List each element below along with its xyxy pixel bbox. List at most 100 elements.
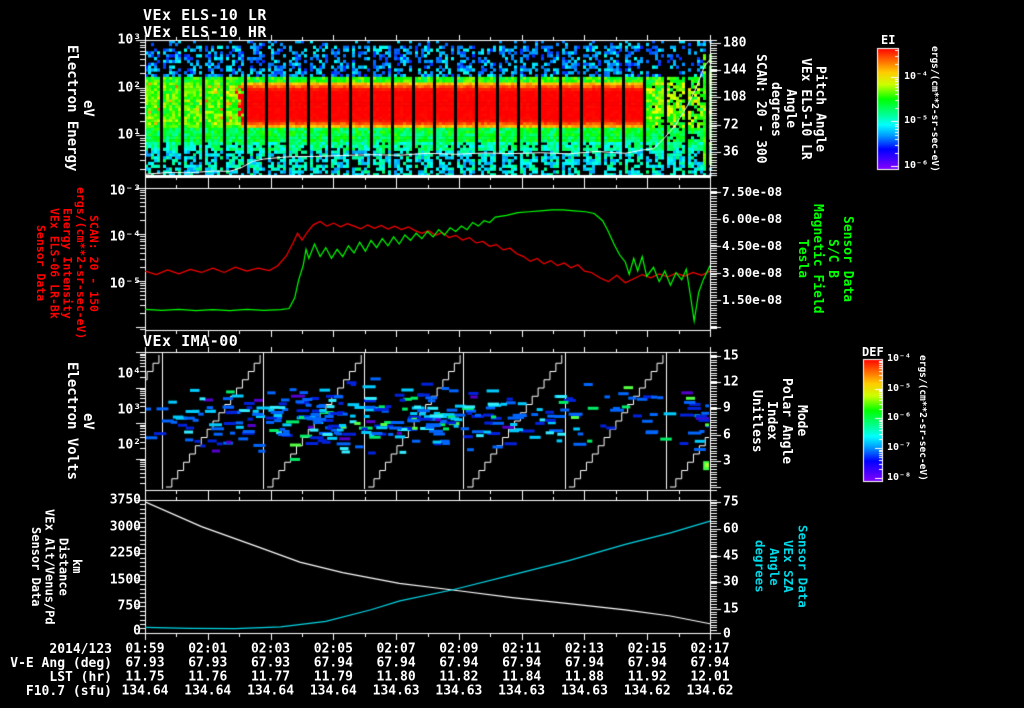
axis-label-line: VEx ELS-10 LR: [797, 58, 813, 160]
axis-tick-label: 7.50e-08: [722, 183, 783, 199]
axis-tick-label: 10⁻⁴: [109, 229, 141, 245]
axis-tick-label: 1500: [109, 572, 141, 588]
axis-tick-label: 10⁻⁵: [904, 115, 929, 126]
axis-tick-label: 12: [723, 374, 739, 390]
axis-label-line: Mode: [793, 405, 809, 437]
axis-tick-label: 180: [723, 35, 747, 51]
axis-label-line: eV: [80, 99, 97, 117]
axis-tick-label: 10²: [117, 80, 141, 96]
axis-tick-label: 4.50e-08: [722, 237, 783, 253]
axis-label-line: Sensor Data: [34, 224, 49, 302]
axis-label-line: Magnetic Field: [809, 204, 825, 314]
axis-label-line: Sensor Data: [795, 525, 811, 608]
axis-tick-label: 10²: [117, 437, 141, 453]
time-tick-label: 02:15: [627, 641, 667, 657]
time-tick-label: 02:07: [376, 641, 416, 657]
axis-tick-label: 10⁻⁷: [887, 442, 912, 453]
axis-tick-label: 36: [723, 144, 739, 160]
axis-tick-label: 6: [723, 427, 731, 443]
axis-label-line: Energy Intensity: [60, 207, 75, 319]
table-cell: 134.63: [435, 683, 483, 699]
panel-title-els-hr: VEx ELS-10 HR: [143, 23, 267, 41]
table-cell: 67.94: [627, 655, 667, 671]
time-tick-label: 02:09: [439, 641, 479, 657]
table-cell: 134.62: [623, 683, 671, 699]
axis-tick-label: 10⁻⁶: [904, 160, 929, 171]
table-cell: 67.94: [690, 655, 730, 671]
axis-tick-label: 3: [723, 453, 731, 469]
table-cell: 11.77: [250, 669, 291, 685]
table-cell: 11.75: [125, 669, 165, 685]
axis-tick-label: 6.00e-08: [722, 210, 783, 226]
axis-label-line: Sensor Data: [839, 215, 855, 303]
table-cell: 11.92: [627, 669, 667, 685]
axis-label-line: Electron Energy: [64, 44, 81, 172]
axis-label-line: Tesla: [794, 239, 810, 279]
axis-label-line: Angle: [782, 89, 798, 129]
axis-tick-label: 3750: [109, 492, 141, 508]
axis-label-line: Pitch Angle: [812, 65, 828, 153]
table-cell: 134.63: [560, 683, 608, 699]
table-cell: 11.84: [502, 669, 542, 685]
axis-label-line: SCAN: 20 - 300: [752, 54, 768, 164]
axis-label-line: Distance: [56, 537, 71, 596]
axis-tick-label: 15: [723, 348, 739, 364]
axis-label-line: ergs/(cm**2-sr-sec-eV): [73, 186, 88, 340]
colorbar-title-def: DEF: [862, 345, 884, 359]
axis-tick-label: 0: [723, 626, 731, 642]
table-cell: 67.94: [502, 655, 542, 671]
axis-label-line: Sensor Data: [28, 526, 43, 607]
axis-label-line: degrees: [752, 540, 768, 593]
time-tick-label: 02:01: [188, 641, 228, 657]
table-cell: 67.94: [564, 655, 605, 671]
axis-label-line: VEx Alt/Venus/Pd: [42, 508, 57, 625]
axis-label-line: eV: [80, 412, 97, 430]
axis-label-line: VEx SZA: [781, 540, 797, 593]
time-tick-label: 02:05: [313, 641, 353, 657]
axis-tick-label: 10³: [117, 402, 141, 418]
axis-tick-label: 10⁻⁴: [904, 71, 929, 82]
time-tick-label: 02:17: [690, 641, 730, 657]
axis-tick-label: 10⁻⁵: [109, 276, 141, 292]
time-tick-label: 01:59: [125, 641, 165, 657]
panel-title-els-lr: VEx ELS-10 LR: [143, 6, 267, 24]
els-left-axis-label: Electron Energy eV: [64, 40, 96, 176]
table-row-label-f107: F10.7 (sfu): [25, 684, 112, 699]
axis-tick-label: 72: [723, 117, 739, 133]
axis-tick-label: 10⁻⁶: [887, 412, 912, 423]
intensity-left-axis-label: Sensor Data VEx ELS-06 LR-Bk Energy Intens…: [34, 186, 101, 340]
els-right-axis-label: Pitch Angle VEx ELS-10 LR Angle degrees SCAN…: [752, 36, 828, 182]
axis-tick-label: 15: [723, 601, 739, 617]
axis-tick-label: 75: [723, 494, 739, 510]
axis-tick-label: 3.00e-08: [722, 264, 783, 280]
ima-right-axis-label: Mode Polar Angle Index Unitless: [748, 352, 809, 490]
axis-label-line: Polar Angle: [778, 377, 794, 465]
axis-tick-label: 144: [723, 62, 747, 78]
table-cell: 67.94: [439, 655, 479, 671]
axis-tick-label: 10⁻⁸: [887, 472, 912, 483]
axis-tick-label: 60: [723, 521, 739, 537]
axis-tick-label: 10⁴: [117, 366, 141, 382]
ima-left-axis-label: Electron Volts eV: [64, 352, 96, 490]
table-cell: 134.64: [247, 683, 295, 699]
axis-label-line: degrees: [767, 81, 783, 137]
axis-label-line: Unitless: [748, 389, 764, 453]
table-cell: 11.76: [188, 669, 228, 685]
table-cell: 67.93: [188, 655, 228, 671]
table-cell: 67.94: [313, 655, 353, 671]
table-cell: 67.94: [376, 655, 416, 671]
table-cell: 134.64: [121, 683, 169, 699]
axis-tick-label: 9: [723, 400, 731, 416]
table-cell: 134.64: [184, 683, 232, 699]
table-date-label: 2014/123: [49, 642, 112, 657]
time-tick-label: 02:03: [250, 641, 291, 657]
axis-tick-label: 10⁻⁴: [887, 353, 912, 364]
axis-tick-label: 0: [133, 623, 141, 639]
time-tick-label: 02:13: [564, 641, 605, 657]
table-cell: 134.63: [498, 683, 546, 699]
table-row-label-lst: LST (hr): [49, 670, 112, 685]
magnetic-field-right-axis-label: Sensor Data S/C B Magnetic Field Tesla: [794, 188, 855, 330]
table-cell: 12.01: [690, 669, 730, 685]
table-cell: 134.64: [309, 683, 357, 699]
